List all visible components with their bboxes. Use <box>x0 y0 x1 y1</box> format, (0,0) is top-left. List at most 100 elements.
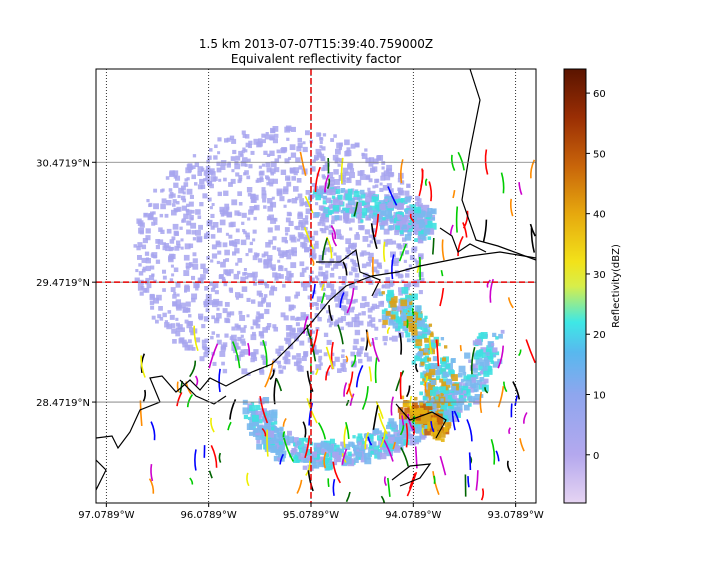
streak-line <box>208 343 219 369</box>
echo-cell <box>439 386 446 393</box>
echo-cell <box>310 318 315 323</box>
echo-cell <box>368 447 374 453</box>
echo-cell <box>286 177 291 181</box>
streak-line <box>346 287 355 314</box>
echo-cell <box>338 147 342 151</box>
streak-line <box>266 429 269 457</box>
echo-cell <box>382 284 386 288</box>
echo-cell <box>433 413 440 419</box>
echo-cell <box>356 202 362 208</box>
echo-cell <box>317 221 322 226</box>
echo-cell <box>302 286 308 291</box>
echo-cell <box>138 263 142 267</box>
echo-cell <box>157 239 164 245</box>
echo-cell <box>435 410 439 414</box>
longitude-ticks: 97.0789°W 96.0789°W 95.0789°W 94.0789°W 93.0… <box>78 503 544 521</box>
streak-line <box>208 470 213 479</box>
echo-cell <box>361 311 366 316</box>
echo-cell <box>380 452 387 460</box>
streak-line <box>303 226 315 250</box>
echo-cell <box>247 272 252 278</box>
echo-cell <box>435 389 440 394</box>
echo-cell <box>337 163 341 167</box>
echo-cell <box>225 232 229 236</box>
echo-cell <box>169 239 175 244</box>
echo-cell <box>408 307 413 312</box>
echo-cell <box>440 337 445 341</box>
echo-cell <box>222 368 228 374</box>
echo-cell <box>228 234 233 239</box>
echo-cell <box>413 428 419 434</box>
echo-cell <box>233 273 240 280</box>
echo-cell <box>277 259 281 263</box>
echo-cell <box>263 150 268 155</box>
echo-cell <box>407 412 411 417</box>
streak-line <box>406 471 418 497</box>
echo-cell <box>171 236 176 241</box>
streak-line <box>497 345 504 369</box>
echo-cell <box>187 344 194 351</box>
echo-cell <box>146 283 152 289</box>
echo-cell <box>246 423 254 430</box>
streak-line <box>343 424 348 448</box>
echo-cell <box>432 428 438 433</box>
echo-cell <box>318 254 324 261</box>
echo-cell <box>337 215 343 221</box>
streak-line <box>450 154 456 171</box>
echo-cell <box>209 148 213 152</box>
echo-cell <box>157 314 162 319</box>
echo-cell <box>268 414 272 418</box>
echo-cell <box>234 210 240 216</box>
echo-cell <box>209 168 215 174</box>
echo-cell <box>148 213 154 220</box>
streak-line <box>321 283 325 291</box>
echo-cell <box>250 209 254 213</box>
streak-line <box>518 349 522 357</box>
echo-cell <box>418 313 423 319</box>
echo-cell <box>310 166 316 172</box>
echo-cell <box>451 415 458 422</box>
streak-line <box>332 479 336 496</box>
streak-line <box>275 378 283 392</box>
echo-cell <box>216 333 220 338</box>
echo-cell <box>269 182 274 187</box>
echo-cell <box>345 217 349 221</box>
streak-line <box>302 421 307 438</box>
echo-cell <box>340 209 345 214</box>
echo-cell <box>209 281 214 286</box>
echo-cell <box>372 221 377 226</box>
echo-cell <box>315 327 320 331</box>
echo-cell <box>291 448 297 453</box>
streak-line <box>405 423 409 448</box>
echo-cell <box>389 283 394 288</box>
echo-cell <box>278 433 286 441</box>
echo-cell <box>284 435 290 441</box>
streak-line <box>401 415 405 426</box>
echo-cell <box>384 174 391 181</box>
echo-cell <box>168 194 173 199</box>
echo-cell <box>318 355 323 360</box>
streak-line <box>451 410 456 431</box>
echo-cell <box>190 330 195 336</box>
echo-cell <box>388 319 395 326</box>
echo-cell <box>170 246 175 251</box>
echo-cell <box>267 259 272 264</box>
echo-cell <box>427 228 435 235</box>
streak-line <box>210 445 218 468</box>
echo-cell <box>428 406 433 411</box>
echo-cell <box>287 430 292 436</box>
echo-cell <box>376 451 383 457</box>
echo-cell <box>296 178 302 183</box>
echo-cell <box>479 370 484 375</box>
echo-cell <box>341 363 346 369</box>
latitude-ticks: 30.4719°N29.4719°N28.4719°N <box>36 158 96 409</box>
echo-cell <box>262 397 270 404</box>
echo-cell <box>251 414 259 422</box>
echo-cell <box>385 195 393 203</box>
echo-cell <box>304 215 309 219</box>
echo-cell <box>206 256 210 260</box>
echo-cell <box>356 213 361 219</box>
echo-cell <box>246 314 250 318</box>
echo-cell <box>350 351 356 357</box>
